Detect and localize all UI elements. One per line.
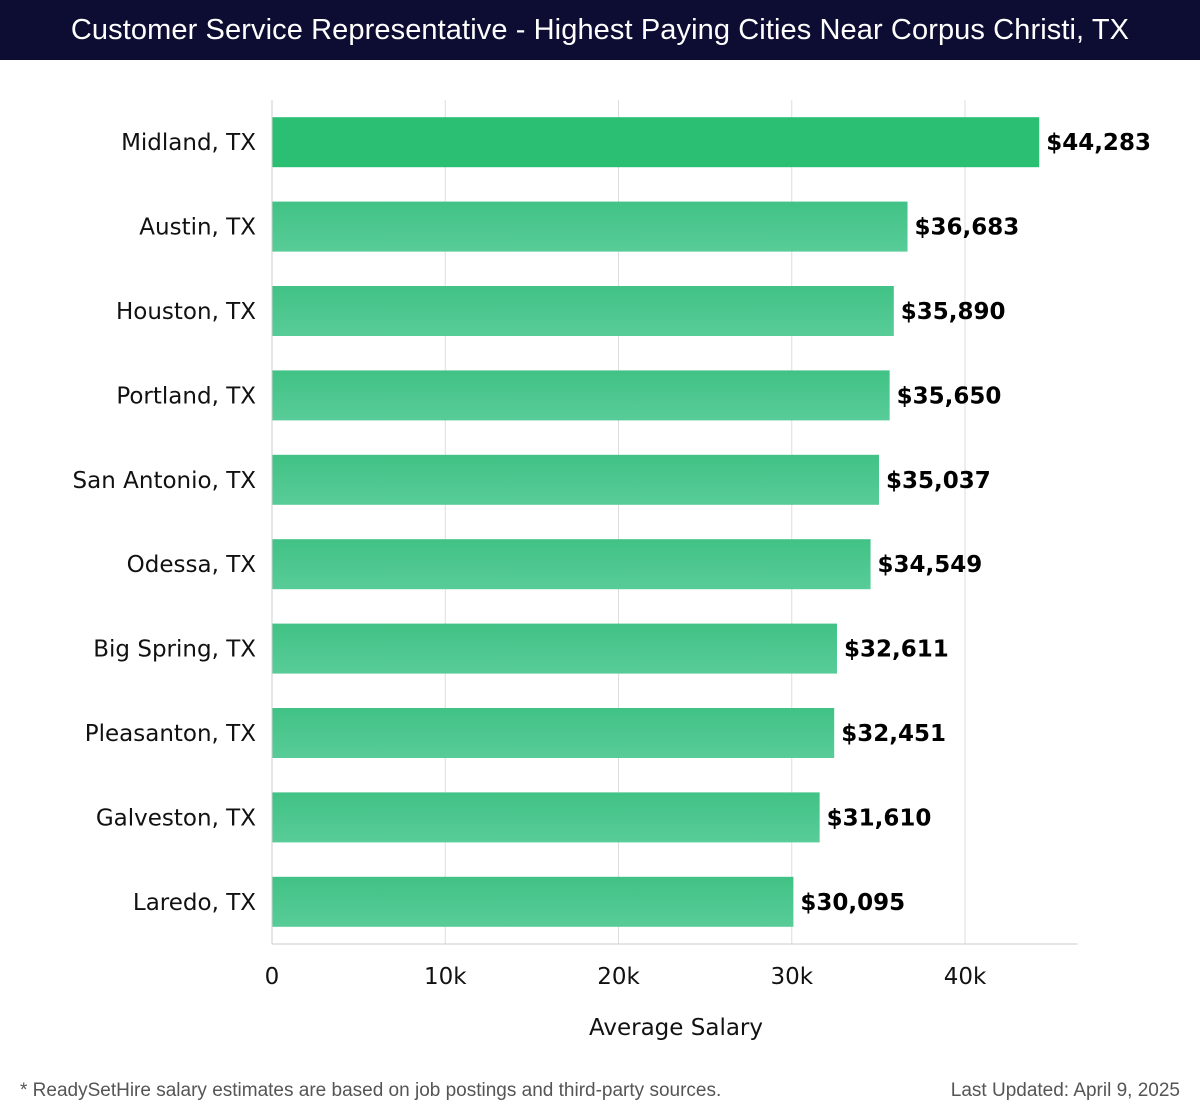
value-label: $44,283 xyxy=(1046,130,1151,156)
value-label: $30,095 xyxy=(800,890,905,916)
x-tick-label: 10k xyxy=(424,964,467,990)
last-updated: Last Updated: April 9, 2025 xyxy=(950,1080,1180,1101)
value-label: $35,890 xyxy=(901,299,1006,325)
value-label: $35,037 xyxy=(886,468,991,494)
bar xyxy=(272,623,837,674)
category-label: San Antonio, TX xyxy=(73,468,257,494)
bar xyxy=(272,708,835,758)
bars: Midland, TX $44,283 Austin, TX $36,683 Houst… xyxy=(73,117,1151,927)
value-label: $32,611 xyxy=(844,637,949,663)
chart-title: Customer Service Representative - Highes… xyxy=(0,0,1200,60)
bar xyxy=(272,454,880,505)
category-label: Odessa, TX xyxy=(127,552,257,578)
bar xyxy=(272,370,890,421)
category-label: Austin, TX xyxy=(139,215,256,241)
value-label: $34,549 xyxy=(878,552,983,578)
x-axis-label: Average Salary xyxy=(589,1015,763,1041)
value-label: $32,451 xyxy=(841,721,946,747)
category-label: Big Spring, TX xyxy=(93,637,256,663)
bar xyxy=(272,201,908,252)
x-tick-label: 0 xyxy=(265,964,280,990)
x-tick-label: 30k xyxy=(770,964,813,990)
bar-chart: Midland, TX $44,283 Austin, TX $36,683 Houst… xyxy=(73,100,1151,1041)
value-label: $35,650 xyxy=(897,383,1002,409)
bar xyxy=(272,539,871,590)
category-label: Laredo, TX xyxy=(133,890,256,916)
x-tick-label: 40k xyxy=(944,964,987,990)
value-label: $31,610 xyxy=(827,805,932,831)
category-label: Houston, TX xyxy=(116,299,256,325)
bar xyxy=(272,792,820,843)
category-label: Pleasanton, TX xyxy=(85,721,256,747)
footnote: * ReadySetHire salary estimates are base… xyxy=(20,1080,722,1101)
category-label: Midland, TX xyxy=(121,130,256,156)
x-tick-label: 20k xyxy=(597,964,640,990)
value-label: $36,683 xyxy=(915,215,1020,241)
bar xyxy=(272,117,1040,168)
axes: 0 10k 20k 30k 40k xyxy=(265,100,1078,990)
bar xyxy=(272,876,794,927)
bar xyxy=(272,286,894,336)
category-label: Portland, TX xyxy=(116,383,256,409)
category-label: Galveston, TX xyxy=(96,805,256,831)
